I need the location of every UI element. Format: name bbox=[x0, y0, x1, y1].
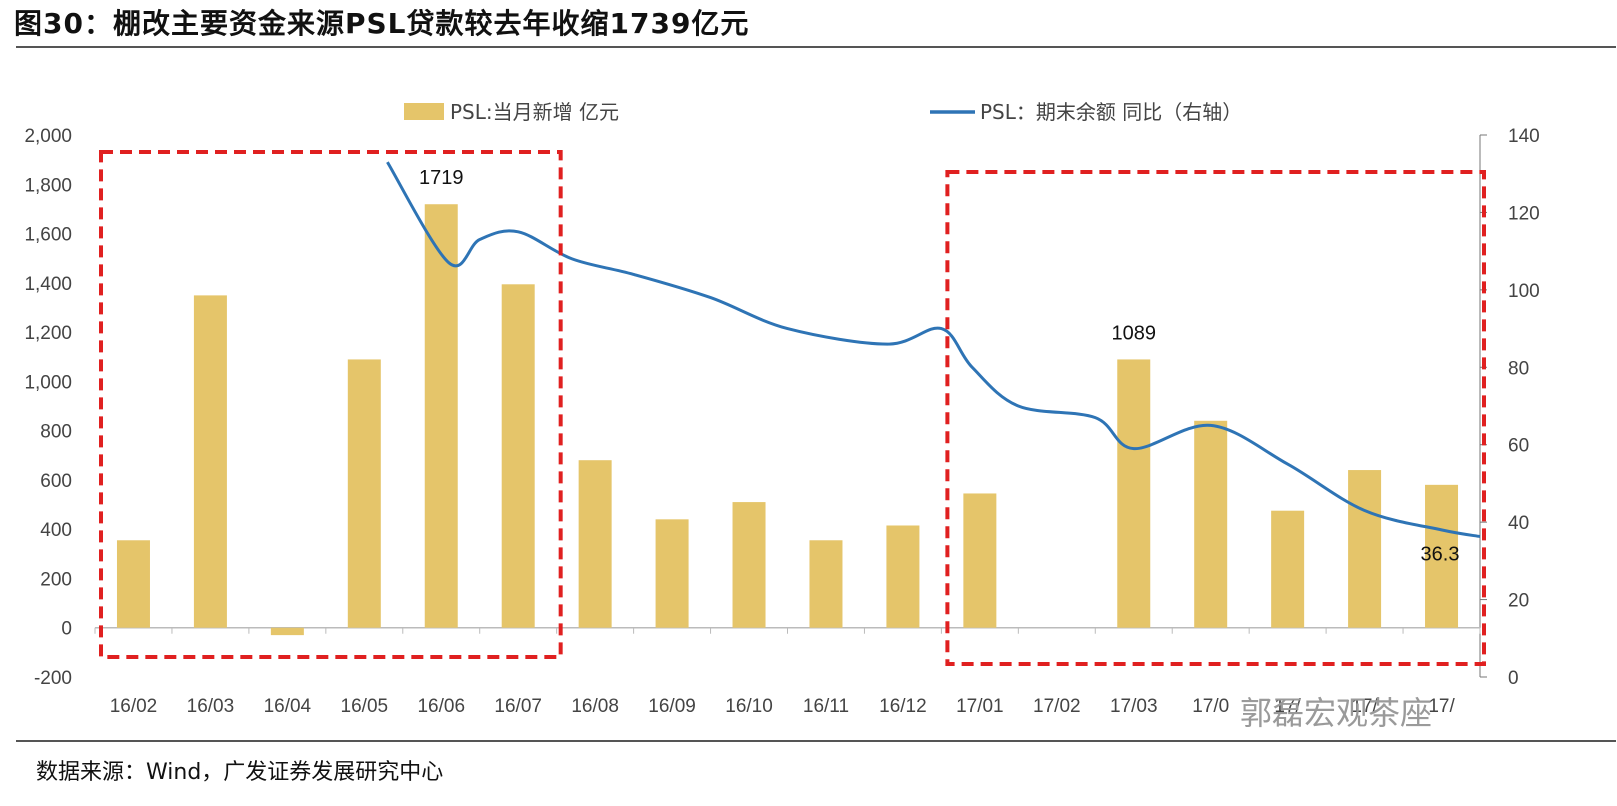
bar-17/03 bbox=[1117, 359, 1151, 628]
left-ytick-label: 1,800 bbox=[24, 175, 72, 196]
chart-svg: 2,0001,8001,6001,4001,2001,0008006004002… bbox=[24, 100, 1540, 717]
left-ytick-label: 2,000 bbox=[24, 126, 72, 147]
xtick-label: 17/03 bbox=[1110, 696, 1158, 717]
xtick-label: 17/ bbox=[1428, 696, 1455, 717]
xtick-label: 16/09 bbox=[648, 696, 696, 717]
xtick-label: 16/07 bbox=[494, 696, 542, 717]
xtick-label: 16/10 bbox=[725, 696, 773, 717]
left-ytick-label: 1,400 bbox=[24, 274, 72, 295]
bar-16/03 bbox=[193, 295, 227, 628]
bar-17/04 bbox=[1194, 420, 1228, 628]
xtick-label: 17/ bbox=[1274, 696, 1301, 717]
left-ytick-label: -200 bbox=[34, 668, 72, 689]
xtick-label: 17/01 bbox=[956, 696, 1004, 717]
xtick-label: 17/ bbox=[1351, 696, 1378, 717]
xtick-label: 17/0 bbox=[1192, 696, 1229, 717]
left-ytick-label: 1,200 bbox=[24, 323, 72, 344]
bar-16/04 bbox=[270, 627, 304, 636]
bar-16/09 bbox=[655, 519, 689, 628]
left-ytick-label: 600 bbox=[40, 471, 72, 492]
bar-16/08 bbox=[578, 460, 612, 628]
bar-17/06 bbox=[1348, 470, 1382, 628]
bar-16/02 bbox=[116, 540, 150, 628]
chart-title: 图30：棚改主要资金来源PSL贷款较去年收缩1739亿元 bbox=[14, 7, 750, 40]
data-label: 1719 bbox=[419, 167, 464, 189]
line-series-psl-yoy bbox=[386, 161, 1481, 538]
xtick-label: 16/11 bbox=[803, 696, 849, 717]
footer-divider bbox=[16, 740, 1616, 742]
bar-17/05 bbox=[1271, 510, 1305, 628]
right-ytick-label: 120 bbox=[1508, 203, 1540, 224]
xtick-label: 16/12 bbox=[879, 696, 927, 717]
legend-label-bar: PSL:当月新增 亿元 bbox=[450, 100, 619, 124]
highlight-box bbox=[945, 170, 1486, 666]
left-ytick-label: 400 bbox=[40, 520, 72, 541]
xtick-label: 16/03 bbox=[187, 696, 235, 717]
right-ytick-label: 100 bbox=[1508, 281, 1540, 302]
xtick-label: 16/05 bbox=[341, 696, 389, 717]
bar-17/01 bbox=[963, 493, 997, 628]
left-ytick-label: 800 bbox=[40, 422, 72, 443]
left-ytick-label: 1,000 bbox=[24, 372, 72, 393]
highlight-box bbox=[99, 150, 563, 659]
right-ytick-label: 80 bbox=[1508, 358, 1529, 379]
left-ytick-label: 0 bbox=[61, 619, 72, 640]
data-label: 1089 bbox=[1112, 322, 1157, 344]
legend-label-line: PSL：期末余额 同比（右轴） bbox=[980, 100, 1242, 124]
bar-16/11 bbox=[809, 540, 843, 628]
left-ytick-label: 200 bbox=[40, 569, 72, 590]
xtick-label: 16/04 bbox=[264, 696, 312, 717]
bar-16/12 bbox=[886, 525, 920, 628]
data-label: 36.3 bbox=[1421, 543, 1460, 565]
xtick-label: 16/06 bbox=[417, 696, 465, 717]
left-ytick-label: 1,600 bbox=[24, 225, 72, 246]
legend-swatch-bar bbox=[404, 103, 444, 120]
right-ytick-label: 20 bbox=[1508, 591, 1529, 612]
xtick-label: 17/02 bbox=[1033, 696, 1081, 717]
right-ytick-label: 140 bbox=[1508, 126, 1540, 147]
right-ytick-label: 0 bbox=[1508, 668, 1519, 689]
bar-16/06 bbox=[424, 204, 458, 628]
bar-16/07 bbox=[501, 284, 535, 628]
bar-17/07 bbox=[1425, 484, 1459, 628]
right-ytick-label: 60 bbox=[1508, 436, 1529, 457]
xtick-label: 16/08 bbox=[571, 696, 619, 717]
watermark-text: 郭磊宏观茶座 bbox=[1240, 694, 1433, 732]
xtick-label: 16/02 bbox=[110, 696, 158, 717]
right-ytick-label: 40 bbox=[1508, 513, 1529, 534]
bar-16/05 bbox=[347, 359, 381, 628]
bar-16/10 bbox=[732, 502, 766, 628]
title-divider bbox=[16, 46, 1616, 48]
source-note: 数据来源：Wind，广发证券发展研究中心 bbox=[36, 760, 444, 785]
